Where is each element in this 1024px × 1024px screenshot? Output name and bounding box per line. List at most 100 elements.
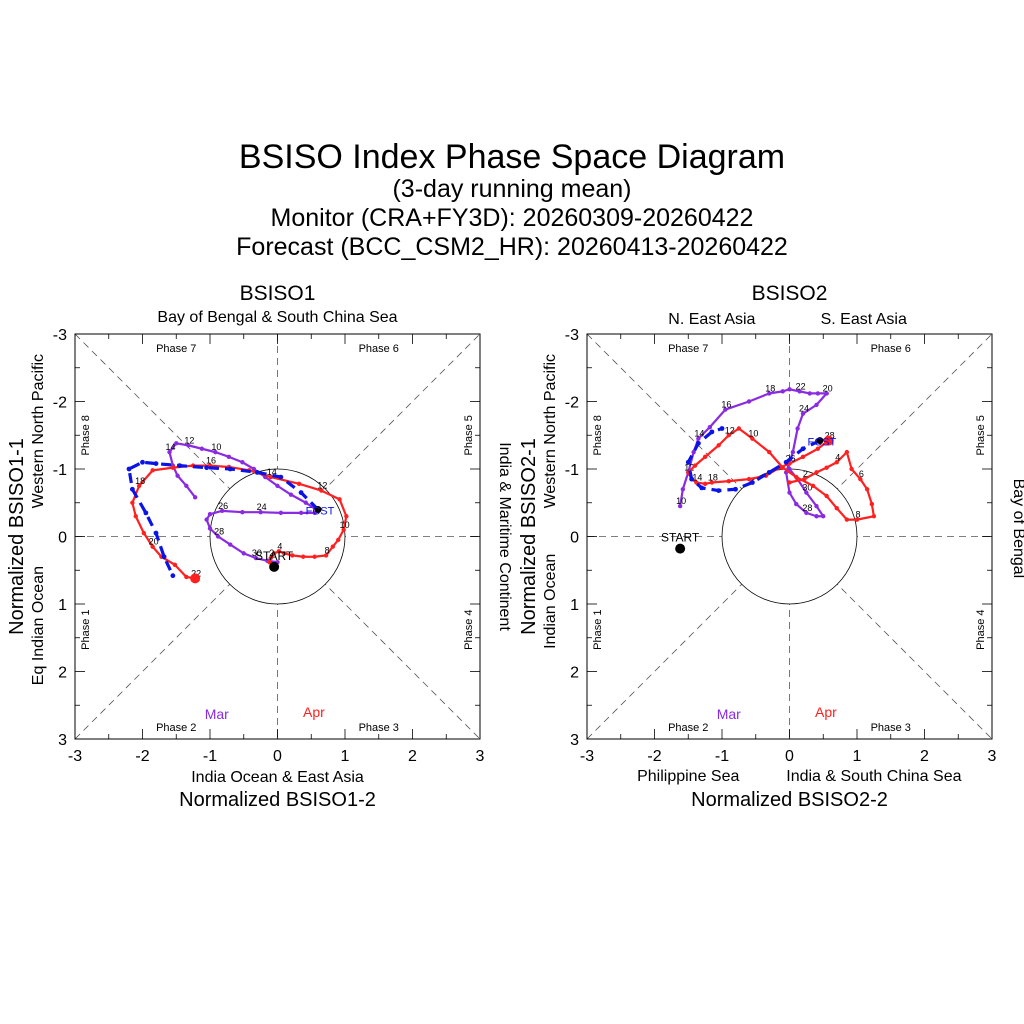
legend-march: Mar bbox=[717, 706, 741, 722]
data-point bbox=[802, 476, 807, 482]
day-label: 12 bbox=[684, 462, 694, 472]
data-point bbox=[213, 449, 218, 455]
region-label-right: India & Maritime Continent bbox=[496, 442, 513, 631]
data-point bbox=[767, 449, 772, 455]
data-point bbox=[716, 488, 722, 493]
y-tick-label: 1 bbox=[570, 597, 579, 614]
phase-label-6: Phase 6 bbox=[359, 343, 399, 355]
day-label: 14 bbox=[694, 429, 704, 439]
data-point bbox=[177, 463, 183, 469]
data-point bbox=[300, 554, 306, 559]
phase-label-5: Phase 5 bbox=[463, 415, 475, 455]
data-point bbox=[709, 480, 715, 485]
data-point bbox=[298, 490, 304, 496]
panel-title: BSISO2 bbox=[752, 282, 828, 305]
data-point bbox=[323, 553, 329, 558]
region-label-left-inner: Western North Pacific bbox=[542, 354, 559, 508]
x-tick-label: -2 bbox=[647, 748, 661, 765]
data-point bbox=[276, 549, 282, 554]
y-tick-label: 0 bbox=[570, 530, 579, 547]
y-tick-label: 0 bbox=[58, 530, 67, 547]
x-axis-label: Normalized BSISO1-2 bbox=[179, 789, 376, 811]
data-point bbox=[204, 517, 209, 522]
region-label-right: Bay of Bengal bbox=[1010, 479, 1024, 579]
data-point bbox=[319, 488, 324, 493]
series-mar: 14 12 10 24 26 28 30 bbox=[165, 435, 321, 565]
data-point bbox=[797, 389, 802, 394]
start-marker bbox=[269, 561, 280, 572]
data-point bbox=[814, 470, 819, 475]
data-point bbox=[699, 485, 705, 491]
end-marker bbox=[823, 435, 834, 446]
data-point bbox=[869, 501, 875, 507]
data-point bbox=[275, 483, 280, 489]
data-point bbox=[692, 463, 698, 468]
legend-march: Mar bbox=[205, 706, 229, 722]
data-point bbox=[849, 466, 854, 472]
phase-label-2: Phase 2 bbox=[668, 722, 708, 734]
region-label-left-inner: Western North Pacific bbox=[30, 354, 47, 508]
data-point bbox=[804, 510, 809, 516]
data-point bbox=[258, 510, 263, 515]
data-point bbox=[800, 446, 806, 452]
data-point bbox=[153, 530, 159, 536]
y-tick-label: 1 bbox=[58, 597, 67, 614]
x-tick-label: -1 bbox=[203, 748, 217, 765]
phase-label-8: Phase 8 bbox=[80, 415, 92, 455]
data-point bbox=[787, 387, 792, 392]
y-axis-label: Normalized BSISO1-1 bbox=[6, 438, 28, 635]
day-label: 28 bbox=[802, 503, 812, 513]
data-point bbox=[288, 492, 294, 497]
data-point bbox=[871, 514, 877, 519]
y-tick-label: -3 bbox=[565, 327, 579, 344]
data-point bbox=[726, 433, 731, 438]
legend-april: Apr bbox=[815, 704, 837, 720]
data-point bbox=[787, 480, 792, 485]
data-point bbox=[824, 391, 829, 396]
data-point bbox=[844, 517, 850, 522]
data-point bbox=[702, 454, 708, 460]
data-point bbox=[834, 505, 839, 511]
data-point bbox=[800, 411, 806, 416]
series-forecast: FCST bbox=[685, 426, 837, 493]
day-label: 6 bbox=[859, 469, 864, 479]
forecast-start-marker bbox=[816, 437, 824, 445]
x-tick-label: 1 bbox=[853, 748, 862, 765]
data-point bbox=[136, 483, 142, 489]
legend-april: Apr bbox=[303, 704, 325, 720]
y-axis-label: Normalized BSISO2-1 bbox=[518, 438, 540, 635]
day-label: 10 bbox=[340, 520, 350, 530]
data-point bbox=[844, 449, 850, 455]
day-label: 8 bbox=[325, 545, 330, 555]
data-point bbox=[130, 500, 135, 505]
data-point bbox=[254, 469, 260, 475]
data-point bbox=[150, 468, 155, 473]
data-point bbox=[733, 486, 738, 492]
data-point bbox=[330, 544, 336, 549]
data-point bbox=[175, 473, 180, 478]
start-marker bbox=[675, 543, 686, 554]
data-point bbox=[677, 503, 683, 509]
fcst-label: FCST bbox=[808, 437, 837, 449]
data-point bbox=[282, 551, 287, 556]
day-label: 10 bbox=[676, 496, 686, 506]
phase-label-7: Phase 7 bbox=[668, 343, 708, 355]
y-tick-label: 2 bbox=[58, 665, 67, 682]
data-point bbox=[153, 461, 159, 466]
data-point bbox=[821, 514, 826, 519]
chart-title: BSISO Index Phase Space Diagram bbox=[238, 138, 786, 176]
day-label: 12 bbox=[725, 425, 735, 435]
phase-label-4: Phase 4 bbox=[975, 609, 987, 649]
day-label: 30 bbox=[802, 483, 812, 493]
data-point bbox=[167, 449, 172, 455]
day-label: 18 bbox=[708, 473, 718, 483]
data-point bbox=[794, 501, 799, 507]
data-point bbox=[689, 476, 695, 482]
data-point bbox=[746, 476, 752, 482]
data-point bbox=[215, 534, 221, 539]
data-point bbox=[219, 508, 225, 514]
data-point bbox=[824, 465, 829, 470]
day-label: 24 bbox=[257, 502, 267, 512]
day-label: 28 bbox=[214, 527, 224, 537]
